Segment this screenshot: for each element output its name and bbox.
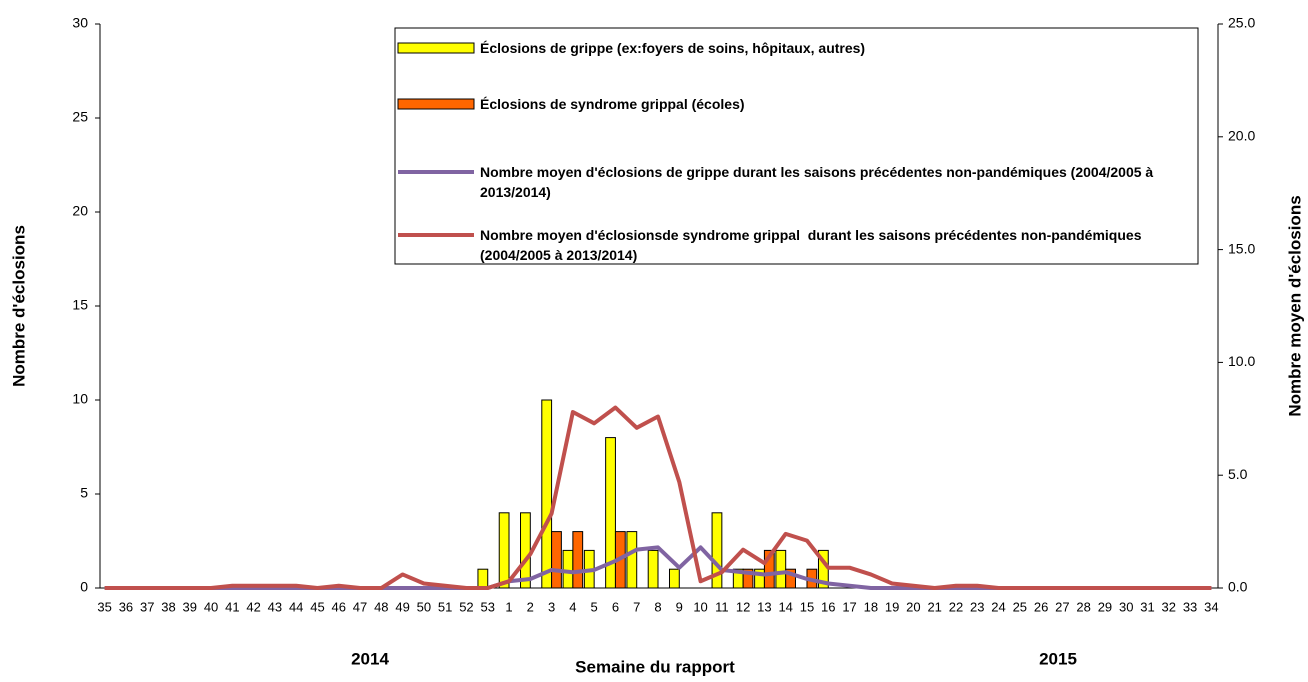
x-tick-label: 51 [438,599,452,614]
x-tick-label: 21 [927,599,941,614]
x-tick-label: 35 [97,599,111,614]
x-tick-label: 32 [1162,599,1176,614]
y-tick-label: 10 [72,391,88,407]
x-tick-label: 1 [505,599,512,614]
bar [541,399,553,589]
x-tick-label: 49 [395,599,409,614]
x-tick-label: 24 [991,599,1005,614]
y-axis-title: Nombre d'éclosions [9,225,28,387]
legend-label: Nombre moyen d'éclosions de grippe duran… [480,164,1158,200]
x-tick-label: 13 [757,599,771,614]
x-tick-label: 14 [778,599,792,614]
x-tick-label: 7 [633,599,640,614]
y-tick-label: 20 [72,203,88,219]
x-tick-label: 2 [527,599,534,614]
x-tick-label: 44 [289,599,303,614]
x-tick-label: 45 [310,599,324,614]
legend-label: Éclosions de syndrome grippal (écoles) [480,96,745,112]
x-tick-label: 5 [591,599,598,614]
line-series [104,405,1212,590]
legend-box [394,27,1199,265]
y-tick-label: 0 [80,579,88,595]
y2-tick-label: 20.0 [1228,128,1255,144]
x-tick-label: 20 [906,599,920,614]
x-tick-label: 43 [268,599,282,614]
legend-label: Éclosions de grippe (ex:foyers de soins,… [480,40,866,56]
x-tick-label: 29 [1098,599,1112,614]
bar [572,531,584,589]
x-tick-label: 42 [246,599,260,614]
x-tick-label: 25 [1013,599,1027,614]
bar [520,512,531,589]
y2-tick-label: 15.0 [1228,240,1255,256]
x-tick-label: 36 [119,599,133,614]
x-tick-label: 33 [1183,599,1197,614]
x-tick-label: 31 [1140,599,1154,614]
y-tick-label: 5 [80,485,88,501]
x-tick-label: 6 [612,599,619,614]
y-tick-label: 15 [72,297,88,313]
x-axis-title: Semaine du rapport [575,657,735,676]
x-tick-label: 16 [821,599,835,614]
x-tick-label: 34 [1204,599,1218,614]
x-tick-label: 19 [885,599,899,614]
x-tick-label: 46 [332,599,346,614]
x-tick-label: 8 [654,599,661,614]
x-tick-label: 53 [481,599,495,614]
bar [763,549,775,589]
bar [477,568,489,589]
y2-tick-label: 0.0 [1228,579,1248,595]
x-tick-label: 38 [161,599,175,614]
bar [551,531,562,589]
x-tick-label: 40 [204,599,218,614]
bar [605,437,616,589]
x-tick-label: 17 [842,599,856,614]
x-tick-label: 30 [1119,599,1133,614]
bar [742,568,754,589]
x-tick-label: 23 [970,599,984,614]
x-tick-label: 27 [1055,599,1069,614]
x-tick-label: 9 [676,599,683,614]
x-tick-label: 12 [736,599,750,614]
x-tick-label: 10 [693,599,707,614]
bar [711,512,723,589]
year-label: 2014 [351,649,389,668]
bar [647,549,659,589]
x-tick-label: 50 [417,599,431,614]
x-tick-label: 39 [183,599,197,614]
legend-label: Nombre moyen d'éclosionsde syndrome grip… [480,227,1146,263]
bar [668,568,680,589]
year-label: 2015 [1039,649,1077,668]
x-tick-label: 26 [1034,599,1048,614]
y2-tick-label: 25.0 [1228,15,1255,31]
y2-tick-label: 5.0 [1228,466,1248,482]
x-tick-label: 22 [949,599,963,614]
x-tick-label: 28 [1076,599,1090,614]
legend-swatch [397,42,475,54]
bar [498,512,510,589]
x-tick-label: 48 [374,599,388,614]
legend-swatch [397,98,475,110]
bar [626,531,638,589]
x-tick-label: 4 [569,599,576,614]
x-tick-label: 37 [140,599,154,614]
x-tick-label: 41 [225,599,239,614]
x-tick-label: 15 [800,599,814,614]
x-tick-label: 11 [715,599,729,614]
x-tick-label: 47 [353,599,367,614]
bar [785,568,796,589]
bar [775,549,787,589]
y-tick-label: 30 [72,15,88,31]
y2-tick-label: 10.0 [1228,353,1255,369]
bar [562,549,574,589]
y-tick-label: 25 [72,109,88,125]
y2-axis-title: Nombre moyen d'éclosions [1285,195,1304,416]
x-tick-label: 3 [548,599,555,614]
x-tick-label: 52 [459,599,473,614]
x-tick-label: 18 [864,599,878,614]
